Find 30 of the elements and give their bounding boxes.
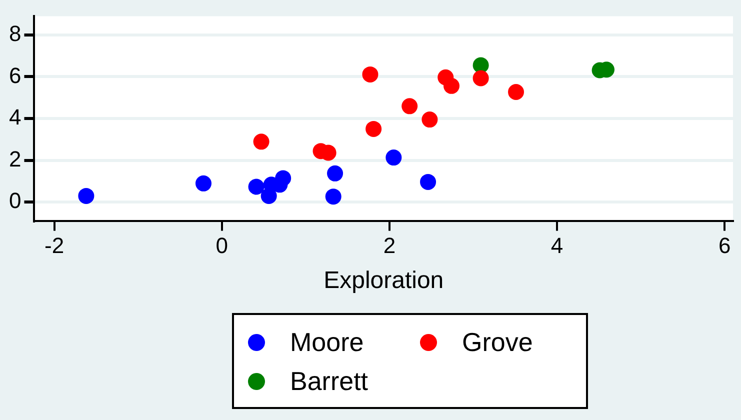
point	[248, 178, 264, 195]
point	[275, 170, 292, 186]
y-tick-label: 2	[8, 146, 22, 172]
legend-label: Barrett	[290, 366, 368, 397]
point	[508, 84, 524, 100]
point	[327, 165, 344, 182]
legend-label: Grove	[462, 327, 533, 358]
legend-label: Moore	[290, 327, 364, 358]
point	[325, 188, 342, 205]
point	[422, 112, 438, 128]
point	[78, 188, 94, 204]
x-axis-title: Exploration	[324, 267, 444, 294]
x-tick-label: 2	[383, 233, 396, 258]
point	[366, 120, 382, 137]
point	[472, 70, 489, 86]
y-tick-label: 6	[8, 62, 22, 88]
point	[195, 175, 212, 192]
y-tick-label: 4	[8, 104, 22, 130]
point	[253, 134, 270, 150]
point	[402, 98, 418, 114]
x-tick-label: -2	[44, 233, 64, 258]
x-tick-label: 4	[550, 233, 564, 258]
point	[386, 150, 402, 166]
point	[443, 78, 460, 94]
y-tick-label: 0	[8, 188, 22, 214]
x-tick-label: 0	[216, 233, 228, 258]
point	[362, 66, 378, 82]
y-tick-label: 8	[8, 21, 22, 46]
x-tick-label: 6	[718, 233, 731, 258]
point	[420, 174, 436, 190]
